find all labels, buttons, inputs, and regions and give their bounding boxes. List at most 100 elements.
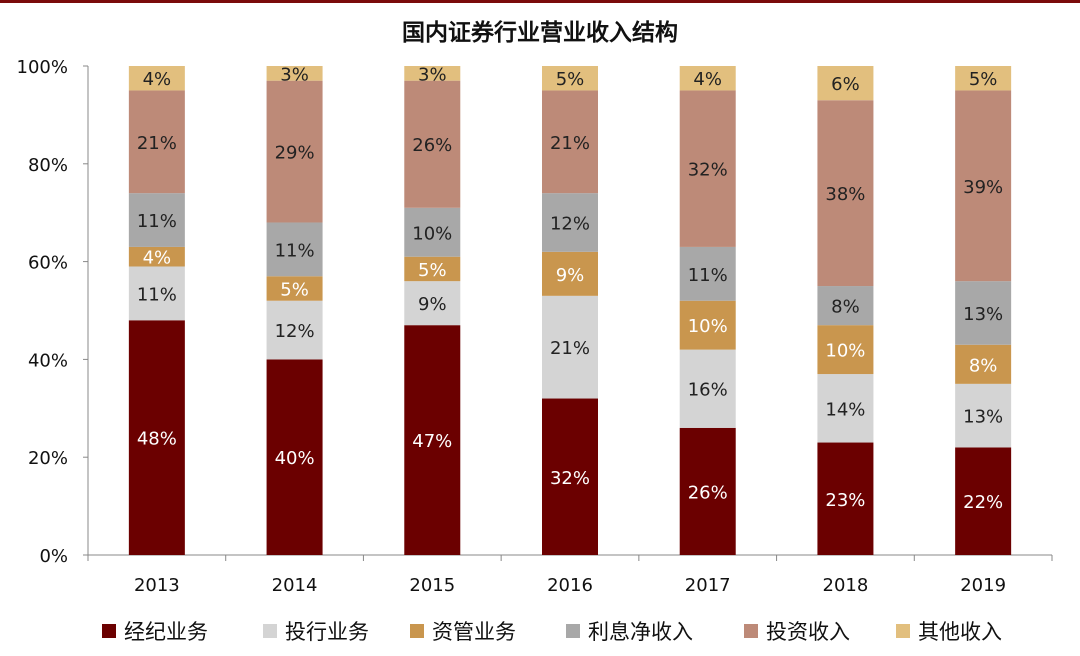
data-label: 6% bbox=[831, 74, 860, 95]
data-label: 13% bbox=[963, 304, 1003, 325]
legend-label: 经纪业务 bbox=[124, 620, 208, 644]
data-label: 39% bbox=[963, 177, 1003, 198]
data-label: 21% bbox=[550, 338, 590, 359]
y-tick-label: 0% bbox=[39, 546, 68, 567]
data-label: 47% bbox=[412, 431, 452, 452]
data-label: 4% bbox=[693, 69, 722, 90]
x-tick-label: 2019 bbox=[960, 575, 1006, 596]
bar-segment-2015-投行业务 bbox=[404, 281, 461, 326]
bar-segment-2019-其他收入 bbox=[955, 66, 1012, 91]
x-tick-label: 2016 bbox=[547, 575, 593, 596]
bar-segment-2019-经纪业务 bbox=[955, 447, 1012, 555]
data-label: 10% bbox=[412, 223, 452, 244]
x-tick-label: 2017 bbox=[685, 575, 731, 596]
data-label: 11% bbox=[137, 211, 177, 232]
data-label: 9% bbox=[418, 294, 447, 315]
bar-segment-2014-资管业务 bbox=[266, 276, 323, 301]
bar-segment-2015-利息净收入 bbox=[404, 207, 461, 257]
chart-title: 国内证券行业营业收入结构 bbox=[402, 19, 678, 46]
data-label: 8% bbox=[831, 297, 860, 318]
bar-segment-2013-资管业务 bbox=[128, 246, 185, 267]
legend-label: 投资收入 bbox=[766, 620, 850, 644]
bar-segment-2018-投行业务 bbox=[817, 374, 874, 443]
bar-segment-2013-其他收入 bbox=[128, 66, 185, 91]
y-tick-label: 100% bbox=[17, 57, 68, 78]
top-border-line bbox=[0, 0, 1080, 3]
legend-swatch-投资收入 bbox=[744, 624, 758, 638]
bar-segment-2016-经纪业务 bbox=[542, 398, 598, 555]
bar-segment-2016-投资收入 bbox=[542, 90, 598, 194]
bar-segment-2013-投行业务 bbox=[128, 266, 185, 321]
data-label: 3% bbox=[418, 64, 447, 85]
bar-segment-2014-其他收入 bbox=[266, 66, 323, 81]
bar-segment-2016-资管业务 bbox=[542, 251, 598, 296]
data-label: 14% bbox=[825, 399, 865, 420]
bar-segment-2014-投行业务 bbox=[266, 300, 323, 360]
bar-segment-2019-投资收入 bbox=[955, 90, 1012, 282]
bar-segment-2014-投资收入 bbox=[266, 80, 323, 223]
data-label: 16% bbox=[688, 380, 728, 401]
bar-segment-2018-其他收入 bbox=[817, 66, 874, 101]
legend-swatch-其他收入 bbox=[896, 624, 910, 638]
y-tick-label: 80% bbox=[28, 155, 68, 176]
bar-segment-2017-投行业务 bbox=[679, 349, 736, 428]
data-label: 23% bbox=[825, 490, 865, 511]
legend-swatch-经纪业务 bbox=[102, 624, 116, 638]
bar-segment-2018-经纪业务 bbox=[817, 442, 874, 555]
bar-segment-2019-资管业务 bbox=[955, 344, 1012, 384]
legend-swatch-资管业务 bbox=[410, 624, 424, 638]
bar-segment-2018-投资收入 bbox=[817, 100, 874, 287]
data-label: 13% bbox=[963, 407, 1003, 428]
y-tick-label: 40% bbox=[28, 350, 68, 371]
data-label: 21% bbox=[550, 133, 590, 154]
bar-segment-2017-投资收入 bbox=[679, 90, 736, 247]
legend-swatch-投行业务 bbox=[263, 624, 277, 638]
data-label: 4% bbox=[143, 69, 172, 90]
x-tick-label: 2015 bbox=[409, 575, 455, 596]
data-label: 5% bbox=[418, 260, 447, 281]
data-label: 11% bbox=[275, 240, 315, 261]
legend-label: 资管业务 bbox=[432, 620, 516, 644]
bar-segment-2016-投行业务 bbox=[542, 295, 598, 399]
bar-segment-2013-利息净收入 bbox=[128, 193, 185, 247]
bar-segment-2014-经纪业务 bbox=[266, 359, 323, 555]
y-tick-label: 60% bbox=[28, 253, 68, 274]
data-label: 22% bbox=[963, 492, 1003, 513]
bar-segment-2013-投资收入 bbox=[128, 90, 185, 194]
bar-segment-2019-利息净收入 bbox=[955, 281, 1012, 345]
bar-segment-2017-其他收入 bbox=[679, 66, 736, 91]
bar-segment-2017-利息净收入 bbox=[679, 246, 736, 301]
legend-label: 利息净收入 bbox=[588, 620, 693, 644]
data-label: 21% bbox=[137, 133, 177, 154]
bar-segment-2015-资管业务 bbox=[404, 256, 461, 282]
data-label: 38% bbox=[825, 184, 865, 205]
data-label: 5% bbox=[556, 69, 585, 90]
data-label: 32% bbox=[688, 160, 728, 181]
bar-segment-2018-利息净收入 bbox=[817, 286, 874, 326]
bar-segment-2018-资管业务 bbox=[817, 325, 874, 375]
bar-segment-2015-经纪业务 bbox=[404, 325, 461, 555]
data-label: 40% bbox=[275, 448, 315, 469]
bar-segment-2015-其他收入 bbox=[404, 66, 461, 81]
data-label: 11% bbox=[137, 284, 177, 305]
x-tick-label: 2014 bbox=[272, 575, 318, 596]
data-label: 29% bbox=[275, 143, 315, 164]
data-label: 10% bbox=[688, 316, 728, 337]
legend-label: 投行业务 bbox=[285, 620, 369, 644]
bar-segment-2017-经纪业务 bbox=[679, 427, 736, 555]
data-label: 3% bbox=[280, 64, 309, 85]
data-label: 11% bbox=[688, 265, 728, 286]
data-label: 48% bbox=[137, 429, 177, 450]
data-label: 10% bbox=[825, 341, 865, 362]
bar-segment-2014-利息净收入 bbox=[266, 222, 323, 277]
data-label: 4% bbox=[143, 248, 172, 269]
data-label: 12% bbox=[275, 321, 315, 342]
data-label: 32% bbox=[550, 468, 590, 489]
bar-segment-2016-其他收入 bbox=[542, 66, 598, 91]
bar-segment-2016-利息净收入 bbox=[542, 193, 598, 252]
data-label: 12% bbox=[550, 213, 590, 234]
bar-segment-2013-经纪业务 bbox=[128, 320, 185, 555]
y-tick-label: 20% bbox=[28, 448, 68, 469]
bar-segment-2017-资管业务 bbox=[679, 300, 736, 350]
